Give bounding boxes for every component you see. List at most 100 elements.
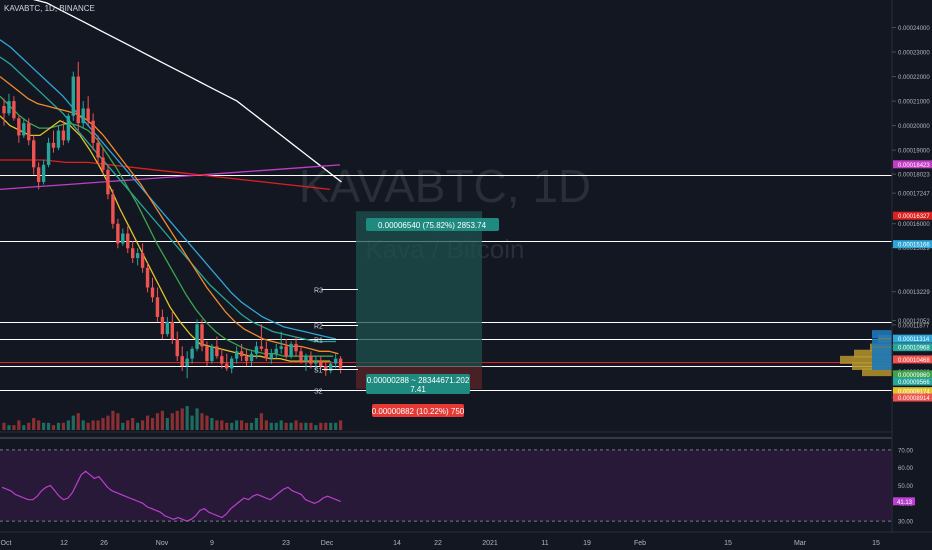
candle-body	[17, 118, 21, 136]
candle-body	[140, 253, 145, 268]
candle-body	[269, 353, 273, 359]
volume-bar	[215, 420, 219, 430]
pivot-label: R1	[314, 338, 323, 345]
chart-header-symbol[interactable]: KAVABTC, 1D, BINANCE	[4, 4, 95, 13]
volume-bar	[210, 418, 214, 430]
candle-body	[259, 346, 264, 349]
volume-profile-bar	[862, 368, 892, 377]
time-axis-label: 14	[393, 540, 401, 547]
price-tick-label: 0.00011877	[898, 323, 930, 329]
candle-body	[86, 108, 90, 121]
volume-bar	[200, 413, 204, 430]
moving-averages	[0, 0, 342, 362]
pivot-points: R3 R2 R1 S1 S2	[314, 288, 358, 396]
time-axis[interactable]: Oct 12 26 Nov 9 23 Dec 14 22 2021 11 19 Feb 15 Mar 15	[1, 540, 880, 547]
candle-body	[61, 130, 66, 141]
volume-bar	[309, 422, 313, 430]
volume-bar	[195, 408, 199, 430]
rsi-tick-label: 70.00	[898, 448, 914, 454]
candle-body	[2, 106, 6, 114]
time-axis-label: Oct	[1, 540, 12, 547]
time-axis-label: 23	[282, 540, 290, 547]
volume-profile-bar	[840, 355, 892, 364]
candle-body	[76, 76, 80, 124]
candle-body	[150, 287, 155, 298]
candle-body	[145, 267, 150, 288]
volume-bar	[150, 418, 155, 430]
time-axis-label: 22	[434, 540, 442, 547]
price-badge	[893, 211, 932, 220]
time-axis-label: 15	[724, 540, 732, 547]
candle-body	[338, 358, 343, 369]
candle-body	[41, 164, 46, 183]
candle-body	[304, 356, 308, 362]
candle-body	[264, 348, 269, 359]
candle-body	[36, 167, 41, 183]
volume-bar	[46, 422, 51, 430]
volume-bar	[37, 420, 41, 430]
time-axis-label: Feb	[634, 540, 646, 547]
volume-bar	[235, 420, 239, 430]
candle-body	[324, 365, 328, 371]
candle-body	[329, 363, 333, 371]
candle-body	[27, 123, 31, 141]
candle-body	[116, 223, 120, 244]
price-tick-label: 0.00016000	[898, 222, 930, 228]
candle-body	[215, 346, 219, 357]
candle-body	[51, 142, 56, 148]
volume-bar	[141, 420, 145, 430]
price-tick-label: 0.00022000	[898, 75, 930, 81]
volume-profile-bar	[872, 354, 892, 363]
candle-body	[239, 351, 244, 357]
volume-bar	[12, 425, 16, 430]
pivot-label: S1	[314, 368, 323, 375]
candle-body	[22, 123, 26, 136]
time-axis-label: 19	[583, 540, 591, 547]
volume-bar	[61, 422, 65, 430]
pivot-label: R2	[314, 324, 323, 331]
pivot-label: R3	[314, 288, 323, 295]
price-badge	[893, 387, 932, 396]
candle-body	[309, 356, 313, 364]
volume-profile-bar	[872, 347, 892, 356]
position-tool[interactable]	[356, 211, 482, 390]
moving-average-line	[32, 0, 342, 183]
candle-body	[205, 346, 209, 362]
candle-body	[289, 343, 293, 357]
position-entry-text: 0.00000288 ~ 28344671.202	[367, 376, 470, 385]
price-badge-label: 0.00009860	[898, 373, 930, 379]
candle-body	[46, 142, 51, 165]
position-entry-label[interactable]: 0.00000288 ~ 28344671.202 7.41	[366, 374, 470, 394]
time-axis-label: 12	[60, 540, 68, 547]
rsi-tick-label: 30.00	[898, 520, 914, 526]
volume-bar	[22, 425, 26, 430]
position-stop-label[interactable]: 0.00000882 (10.22%) 750	[372, 404, 465, 417]
position-profit-zone[interactable]	[356, 211, 482, 367]
rsi-band	[0, 449, 892, 522]
candle-body	[71, 76, 75, 116]
volume-bar	[180, 408, 184, 430]
price-badge-label: 0.00011314	[898, 337, 930, 343]
candle-body	[111, 194, 115, 224]
time-axis-label: Mar	[794, 540, 807, 547]
candle-body	[81, 108, 85, 124]
rsi-tick-label: 60.00	[898, 466, 914, 472]
price-badge-label: 0.00015166	[898, 243, 930, 249]
rsi-pane[interactable]	[0, 449, 892, 522]
volume-bar	[42, 422, 46, 430]
price-axis[interactable]: 0.00024000 0.00023000 0.00022000 0.00021000…	[892, 26, 932, 402]
candle-body	[319, 361, 323, 366]
position-target-badge	[366, 218, 499, 231]
price-badge	[893, 334, 932, 343]
candle-body	[185, 358, 189, 366]
time-axis-label: Dec	[321, 540, 334, 547]
candle-body	[274, 348, 278, 354]
position-target-label[interactable]: 0.00006540 (75.82%) 2853.74	[366, 218, 499, 231]
price-tick-label: 0.00021000	[898, 100, 930, 106]
candle-body	[106, 169, 110, 195]
volume-bar	[230, 422, 234, 430]
volume-profile-bar	[872, 330, 892, 339]
